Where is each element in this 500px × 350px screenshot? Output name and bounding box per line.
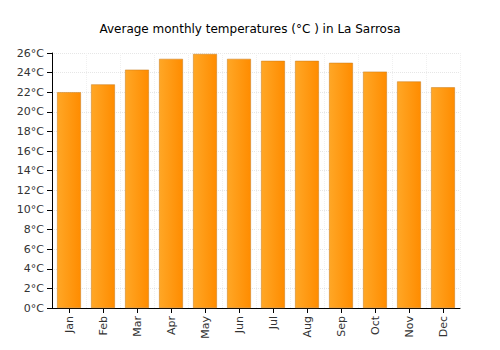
- svg-text:20°C: 20°C: [17, 105, 44, 118]
- svg-text:6°C: 6°C: [24, 243, 44, 256]
- svg-text:22°C: 22°C: [17, 86, 44, 99]
- svg-text:Jan: Jan: [63, 316, 76, 334]
- svg-text:Oct: Oct: [369, 315, 382, 335]
- svg-text:12°C: 12°C: [17, 184, 44, 197]
- svg-text:24°C: 24°C: [17, 66, 44, 79]
- svg-text:Dec: Dec: [437, 316, 450, 337]
- svg-text:Sep: Sep: [335, 316, 348, 337]
- svg-text:Jul: Jul: [267, 316, 280, 330]
- svg-text:10°C: 10°C: [17, 203, 44, 216]
- svg-text:Feb: Feb: [97, 316, 110, 335]
- svg-text:18°C: 18°C: [17, 125, 44, 138]
- svg-text:Mar: Mar: [131, 316, 144, 337]
- svg-text:0°C: 0°C: [24, 302, 44, 315]
- svg-text:26°C: 26°C: [17, 47, 44, 60]
- svg-text:16°C: 16°C: [17, 145, 44, 158]
- svg-text:2°C: 2°C: [24, 282, 44, 295]
- svg-text:4°C: 4°C: [24, 262, 44, 275]
- svg-text:14°C: 14°C: [17, 164, 44, 177]
- svg-text:Jun: Jun: [233, 316, 246, 334]
- svg-text:8°C: 8°C: [24, 223, 44, 236]
- svg-text:Nov: Nov: [403, 316, 416, 338]
- svg-text:Aug: Aug: [301, 316, 314, 337]
- svg-text:May: May: [199, 316, 212, 339]
- svg-text:Apr: Apr: [165, 316, 178, 336]
- svg-text:Average monthly temperatures (: Average monthly temperatures (°C ) in La…: [99, 22, 400, 36]
